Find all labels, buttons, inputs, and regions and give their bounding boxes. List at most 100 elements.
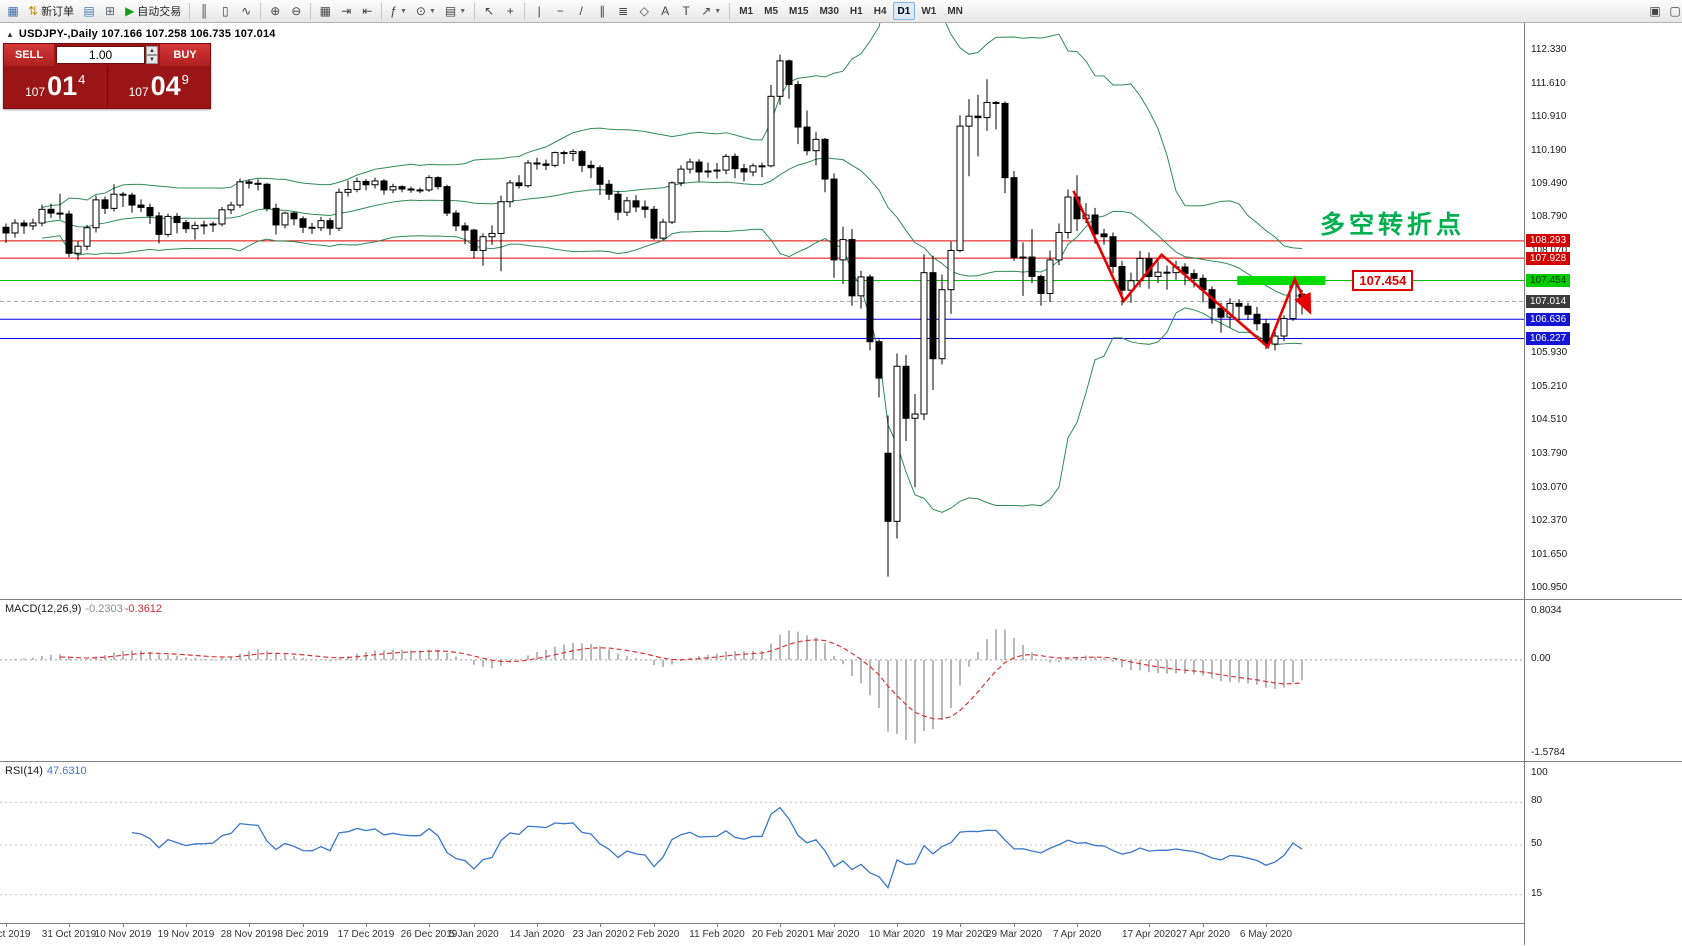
trendline-button[interactable]: /	[571, 2, 591, 20]
text-button[interactable]: A	[655, 2, 675, 20]
price-scale-label: 112.330	[1531, 44, 1567, 55]
price-scale-label: 105.210	[1531, 380, 1568, 392]
rsi-pane[interactable]: RSI(14) 47.6310	[0, 761, 1524, 924]
date-label: 6 May 2020	[1239, 929, 1293, 940]
timeframe-w1-button[interactable]: W1	[916, 2, 941, 20]
chart-text-annotation[interactable]: 多空转折点	[1320, 211, 1466, 240]
candlestick-chart-button[interactable]: ▯	[215, 2, 235, 20]
volume-up-button[interactable]: ▲	[146, 46, 158, 55]
main-chart-canvas[interactable]	[0, 22, 1524, 599]
sell-button[interactable]: SELL	[4, 44, 54, 66]
timeframe-m1-button[interactable]: M1	[734, 2, 758, 20]
zoom-out-button[interactable]: ⊖	[286, 2, 306, 20]
date-label: 10 Mar 2020	[868, 929, 926, 940]
text-label-button[interactable]: T	[676, 2, 696, 20]
one-click-collapse-toggle[interactable]: ▲	[6, 29, 14, 39]
periods-button[interactable]: ⊙ ▼	[412, 2, 440, 20]
auto-trading-button-label: 自动交易	[137, 6, 182, 18]
time-axis-tick	[654, 924, 655, 927]
new-chart-icon: ▦	[7, 4, 19, 18]
horizontal-line-button[interactable]: −	[550, 2, 570, 20]
time-axis-tick	[1266, 924, 1267, 927]
price-tag: 106.636	[1526, 312, 1571, 326]
buy-price-big: 04	[150, 70, 181, 101]
volume-box: ▲ ▼	[54, 44, 160, 66]
scale-separator	[1525, 761, 1682, 762]
buy-button[interactable]: BUY	[160, 44, 210, 66]
macd-header: MACD(12,26,9) -0.2303 -0.3612	[5, 603, 162, 615]
toolbar-separator	[474, 3, 476, 19]
arrows-button[interactable]: ↗ ▼	[697, 2, 725, 20]
macd-value-main: -0.2303	[85, 603, 123, 615]
shapes-button[interactable]: ◇	[634, 2, 654, 20]
caret-down-icon: ▼	[399, 7, 407, 15]
templates-button[interactable]: ▤ ▼	[441, 2, 470, 20]
trend-zigzag-arrow[interactable]	[1072, 190, 1312, 350]
rsi-name: RSI(14)	[5, 765, 43, 777]
timeframe-m15-button[interactable]: M15	[784, 2, 813, 20]
text-icon: A	[661, 4, 670, 18]
price-scale-label: 110.910	[1531, 111, 1567, 123]
crosshair-button[interactable]: +	[500, 2, 520, 20]
horizontal-line-icon: −	[556, 4, 564, 18]
macd-name: MACD(12,26,9)	[5, 603, 82, 615]
zoom-in-button[interactable]: ⊕	[265, 2, 285, 20]
price-scale-label: 100.950	[1531, 582, 1568, 593]
cursor-button[interactable]: ↖	[479, 2, 499, 20]
indicators-icon: ƒ	[390, 4, 397, 18]
macd-canvas[interactable]	[0, 600, 1524, 762]
volume-input[interactable]	[56, 46, 145, 64]
volume-down-button[interactable]: ▼	[146, 55, 158, 64]
support-zone-rectangle[interactable]	[1237, 276, 1326, 286]
auto-scroll-icon: ⇥	[341, 4, 352, 18]
vertical-line-button[interactable]: |	[529, 2, 549, 20]
auto-trading-button[interactable]: ▶ 自动交易	[121, 2, 185, 20]
macd-pane[interactable]: MACD(12,26,9) -0.2303 -0.3612	[0, 599, 1524, 762]
scale-separator	[1525, 599, 1682, 600]
main-chart-pane[interactable]: ▲ USDJPY-,Daily 107.166 107.258 106.735 …	[0, 22, 1524, 599]
timeframe-mn-button[interactable]: MN	[942, 2, 968, 20]
fibonacci-button[interactable]: ≣	[613, 2, 633, 20]
new-order-button[interactable]: ⇅ 新订单	[24, 2, 78, 20]
metaeditor-button[interactable]: ▤	[79, 2, 99, 20]
templates-icon: ▤	[444, 4, 457, 18]
timeframe-h1-button[interactable]: H1	[845, 2, 868, 20]
date-label: 28 Nov 2019	[220, 929, 278, 940]
time-axis-tick	[249, 924, 250, 927]
price-scale[interactable]: 112.330 111.610 110.910 110.190 109.490 108.7…	[1524, 22, 1682, 945]
market-watch-button[interactable]: ⊞	[100, 2, 120, 20]
price-scale-label: 105.930	[1531, 346, 1568, 358]
timeframe-m5-button[interactable]: M5	[759, 2, 783, 20]
arrows-icon: ↗	[701, 4, 712, 18]
channel-button[interactable]: ∥	[592, 2, 612, 20]
indicators-button[interactable]: ƒ ▼	[386, 2, 411, 20]
tile-windows-button[interactable]: ▦	[315, 2, 335, 20]
timeframe-d1-button[interactable]: D1	[892, 2, 916, 20]
auto-scroll-button[interactable]: ⇥	[336, 2, 356, 20]
price-callout-label[interactable]: 107.454	[1352, 269, 1414, 291]
date-label: 19 Mar 2020	[931, 929, 989, 940]
bar-chart-button[interactable]: ║	[194, 2, 214, 20]
new-order-icon: ⇅	[28, 4, 39, 18]
timeframe-m30-button[interactable]: M30	[814, 2, 843, 20]
time-axis-tick	[366, 924, 367, 927]
buy-price: 107 04 9	[108, 66, 211, 106]
date-label: 7 Apr 2020	[1052, 929, 1102, 940]
date-label: 23 Jan 2020	[572, 929, 628, 940]
chart-shift-button[interactable]: ⇤	[357, 2, 377, 20]
rsi-scale-label: 100	[1531, 767, 1548, 778]
new-chart-button[interactable]: ▦	[3, 2, 23, 20]
dock-windows-button[interactable]: ▣	[1645, 2, 1665, 20]
rsi-canvas[interactable]	[0, 762, 1524, 924]
timeframe-h4-button[interactable]: H4	[869, 2, 892, 20]
line-chart-button[interactable]: ∿	[236, 2, 256, 20]
channel-icon: ∥	[599, 4, 606, 18]
price-tag: 107.454	[1526, 274, 1571, 288]
price-scale-label: 103.790	[1531, 447, 1568, 459]
date-label: 29 Mar 2020	[985, 929, 1043, 940]
restore-window-button[interactable]: ▢	[1665, 2, 1682, 20]
time-axis-tick	[897, 924, 898, 927]
line-chart-icon: ∿	[241, 4, 252, 18]
rsi-scale-label: 50	[1531, 838, 1543, 849]
